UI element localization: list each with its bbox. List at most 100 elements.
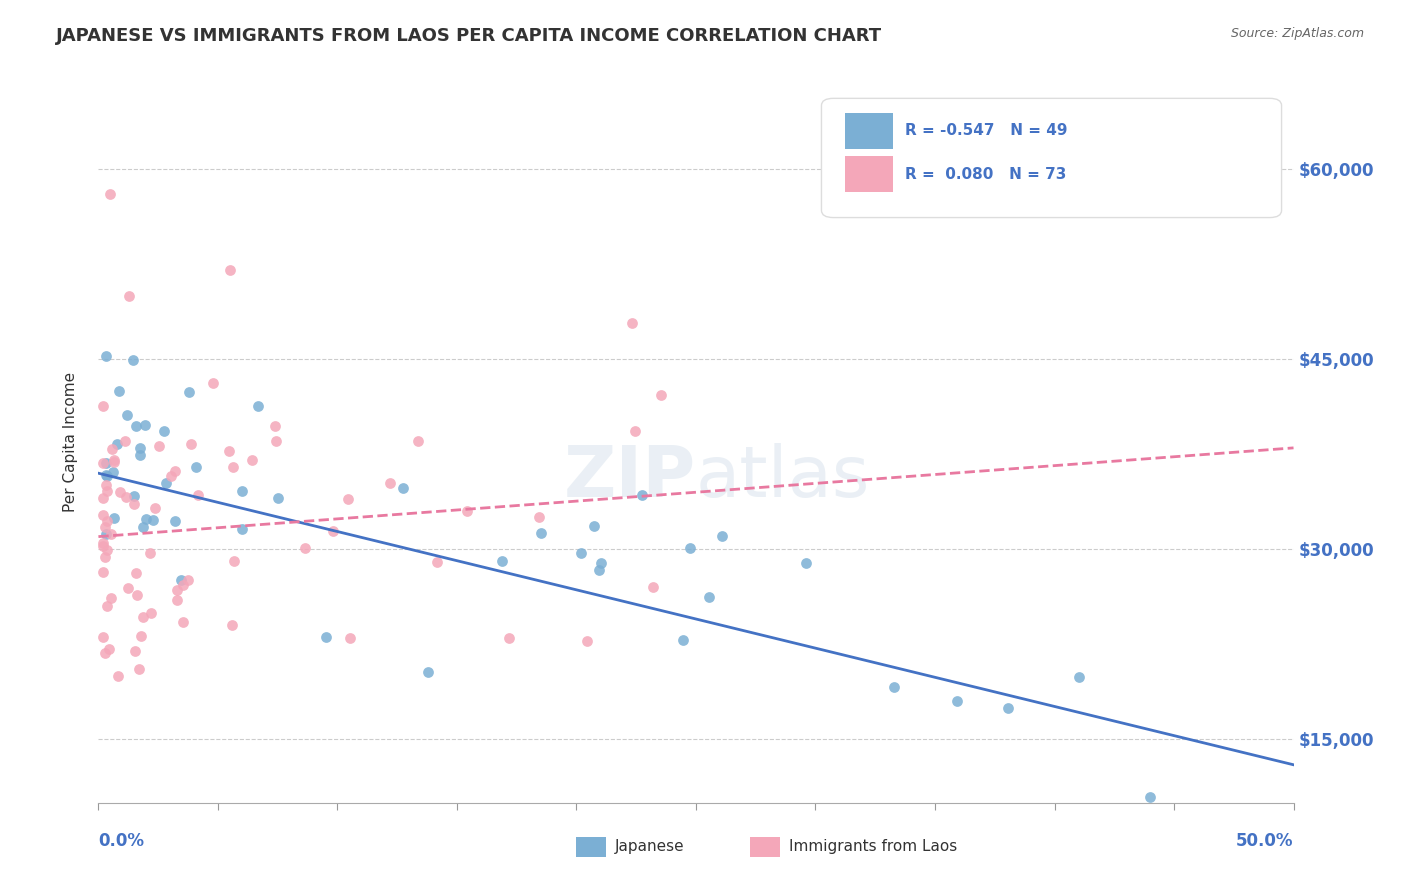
Point (91, 508, 114, 523)
Point (339, 631, 361, 645)
Point (129, 629, 152, 643)
Point (96, 543, 118, 558)
FancyBboxPatch shape (576, 837, 606, 857)
Point (336, 491, 359, 506)
Point (103, 453, 125, 467)
Point (491, 554, 513, 568)
Point (883, 680, 905, 694)
Text: R = -0.547   N = 49: R = -0.547 N = 49 (905, 123, 1067, 138)
Y-axis label: Per Capita Income: Per Capita Income (63, 371, 77, 512)
Point (621, 316, 644, 330)
Point (176, 573, 198, 587)
Point (166, 592, 188, 607)
Point (221, 617, 243, 632)
Point (122, 353, 145, 368)
Point (315, 631, 337, 645)
Point (105, 437, 128, 451)
Point (426, 555, 449, 569)
Point (91, 456, 114, 470)
Point (139, 606, 162, 620)
Point (266, 491, 288, 505)
Point (294, 541, 316, 556)
Point (946, 694, 969, 708)
Point (94, 527, 117, 541)
Text: JAPANESE VS IMMIGRANTS FROM LAOS PER CAPITA INCOME CORRELATION CHART: JAPANESE VS IMMIGRANTS FROM LAOS PER CAP… (56, 27, 883, 45)
Point (160, 468, 183, 483)
Point (125, 588, 148, 602)
Point (114, 434, 136, 448)
Point (418, 665, 440, 679)
Point (697, 590, 720, 604)
Point (101, 465, 124, 479)
Point (118, 289, 141, 303)
Point (128, 662, 150, 676)
Point (711, 528, 734, 542)
Point (145, 500, 167, 515)
Point (108, 484, 131, 499)
Point (128, 448, 150, 462)
Point (94, 520, 117, 534)
FancyBboxPatch shape (821, 98, 1282, 218)
Point (406, 434, 429, 448)
Point (94, 646, 117, 660)
Point (94, 456, 117, 470)
Point (582, 519, 605, 533)
Point (796, 556, 818, 570)
Point (231, 483, 253, 498)
Point (131, 519, 153, 533)
Point (96, 599, 118, 614)
Point (165, 514, 187, 528)
Point (91, 630, 114, 644)
Point (231, 522, 253, 536)
Point (125, 566, 148, 580)
Point (91, 566, 114, 580)
Point (588, 563, 610, 577)
Point (222, 459, 245, 474)
Point (91, 536, 114, 550)
Point (115, 491, 138, 505)
Point (264, 419, 287, 434)
Point (177, 385, 200, 400)
Point (456, 503, 478, 517)
Point (163, 464, 186, 478)
Text: ZIP: ZIP (564, 443, 696, 512)
Point (103, 510, 125, 524)
Point (322, 524, 344, 539)
Point (529, 510, 551, 524)
Point (153, 424, 176, 438)
Point (392, 482, 415, 496)
Point (240, 453, 263, 467)
Point (100, 442, 122, 456)
Point (650, 387, 672, 401)
Text: Japanese: Japanese (614, 839, 685, 855)
FancyBboxPatch shape (845, 112, 893, 149)
Point (107, 384, 129, 398)
Point (672, 633, 695, 648)
Point (569, 546, 592, 560)
Point (117, 581, 139, 595)
Point (125, 419, 148, 434)
Text: atlas: atlas (696, 443, 870, 512)
Point (155, 476, 177, 491)
Point (202, 376, 225, 390)
Point (219, 263, 242, 277)
Point (96, 514, 118, 528)
Text: Source: ZipAtlas.com: Source: ZipAtlas.com (1230, 27, 1364, 40)
Point (122, 496, 145, 510)
Point (124, 489, 146, 503)
Point (103, 455, 125, 469)
Point (184, 459, 207, 474)
Point (91, 491, 114, 506)
Point (94, 549, 117, 564)
Point (134, 418, 156, 433)
Point (148, 439, 170, 453)
Point (187, 488, 209, 502)
Point (380, 475, 402, 490)
Point (218, 444, 240, 458)
Point (1139, 789, 1161, 804)
Point (115, 408, 138, 422)
Point (172, 615, 194, 630)
Text: Immigrants from Laos: Immigrants from Laos (789, 839, 957, 855)
Point (530, 526, 553, 541)
Point (91, 539, 114, 553)
